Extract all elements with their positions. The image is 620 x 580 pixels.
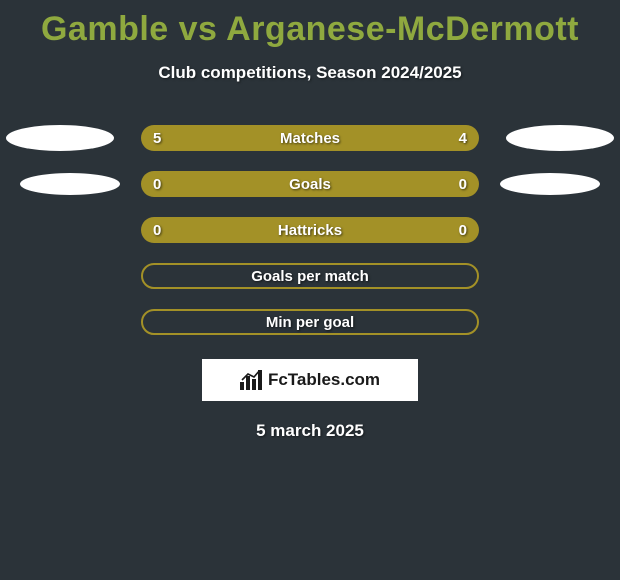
page-title: Gamble vs Arganese-McDermott [0,0,620,49]
stat-row: 0 Hattricks 0 [0,207,620,253]
chart-icon [240,370,262,390]
stat-rows: 5 Matches 4 0 Goals 0 0 Hattricks 0 Goals per mat… [0,115,620,345]
left-ellipse [6,125,114,151]
stat-row: Goals per match [0,253,620,299]
left-ellipse [20,173,120,195]
stat-row: 0 Goals 0 [0,161,620,207]
right-value: 0 [459,222,467,239]
brand-box: FcTables.com [202,359,418,401]
left-value: 0 [153,176,161,193]
stat-bar: Min per goal [141,309,479,335]
stat-label: Matches [280,130,340,147]
stat-bar: 0 Goals 0 [141,171,479,197]
stat-bar: 0 Hattricks 0 [141,217,479,243]
stat-row: Min per goal [0,299,620,345]
stat-row: 5 Matches 4 [0,115,620,161]
stat-bar: 5 Matches 4 [141,125,479,151]
stat-label: Goals [289,176,331,193]
stat-label: Min per goal [266,314,354,331]
date-text: 5 march 2025 [0,421,620,441]
left-value: 5 [153,130,161,147]
stat-label: Goals per match [251,268,369,285]
right-value: 4 [459,130,467,147]
left-value: 0 [153,222,161,239]
right-ellipse [500,173,600,195]
right-value: 0 [459,176,467,193]
right-ellipse [506,125,614,151]
brand-text: FcTables.com [268,370,380,390]
stat-label: Hattricks [278,222,342,239]
stat-bar: Goals per match [141,263,479,289]
subtitle: Club competitions, Season 2024/2025 [0,63,620,83]
